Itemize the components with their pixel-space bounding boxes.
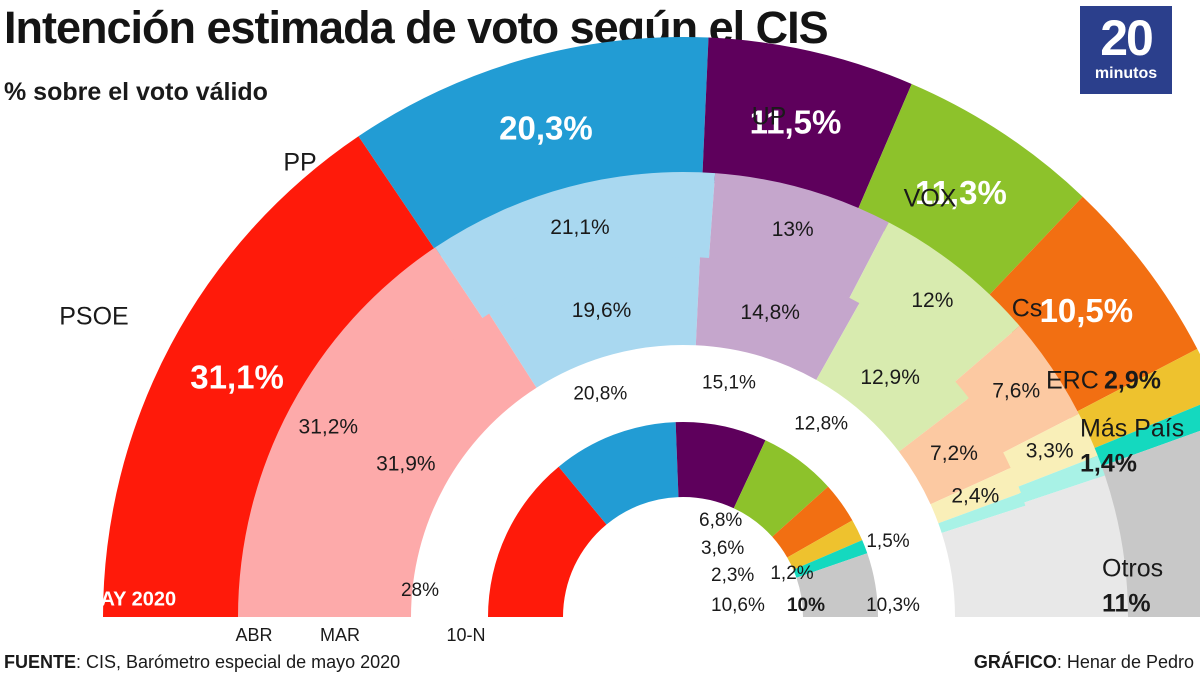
arc-may-2020-pp <box>358 36 709 257</box>
value-label-abr-psoe: 31,2% <box>299 415 359 438</box>
party-label-up: UP <box>752 103 787 131</box>
series-label-may-2020: MAY 2020 <box>84 588 176 610</box>
arc-abr-otros <box>1022 475 1128 617</box>
arc-mar-cs <box>898 398 1011 505</box>
value-label-mar-pp: 19,6% <box>572 299 632 322</box>
arc-abr-vox <box>848 222 1020 383</box>
value-label-10-n-mas-pais: 2,3% <box>711 565 754 586</box>
arc-abr-erc <box>1001 413 1098 488</box>
arc-mar-pp <box>489 257 700 388</box>
arc-10-n-cs <box>772 486 853 558</box>
value-label-may-2020-psoe: 31,1% <box>190 359 284 396</box>
value-label-may-2020-mas-pais: 1,4% <box>1080 450 1137 478</box>
value-label-10-n-up: 15,1% <box>702 373 756 394</box>
arc-10-n-up <box>675 422 766 509</box>
arc-mar-mas-pais <box>938 492 1026 533</box>
arc-10-n-pp <box>558 422 679 525</box>
chart-rings <box>63 36 1200 618</box>
value-label-mar-psoe: 31,9% <box>376 453 436 476</box>
party-label-vox: VOX <box>904 185 957 213</box>
series-label-10-n: 10-N <box>446 625 485 645</box>
arc-mar-up <box>695 257 860 380</box>
arc-abr-pp <box>435 172 716 320</box>
arc-mar-erc <box>930 467 1021 524</box>
value-label-may-2020-vox: 11,3% <box>915 174 1007 211</box>
arc-may-2020-erc <box>1068 348 1200 452</box>
value-label-mar-cs: 7,2% <box>930 442 978 465</box>
arc-10-n-mas-pais <box>793 540 868 578</box>
party-label-cs: Cs <box>1012 295 1043 323</box>
arc-mar-psoe <box>323 313 537 617</box>
party-label-erc: ERC <box>1046 367 1099 395</box>
arc-may-2020-mas-pais <box>1085 404 1200 470</box>
value-label-abr-up: 13% <box>772 218 814 241</box>
value-label-10-n-vox: 12,8% <box>794 414 848 435</box>
credit-note: GRÁFICO: Henar de Pedro <box>974 652 1194 673</box>
value-label-abr-vox: 12% <box>911 289 953 312</box>
arc-10-n-vox <box>733 440 829 537</box>
value-label-abr-pp: 21,1% <box>550 216 610 239</box>
arc-10-n-otros <box>796 553 879 617</box>
value-label-may-2020-up: 11,5% <box>750 103 842 140</box>
value-label-mar-vox: 12,9% <box>860 366 920 389</box>
value-label-10-n-psoe: 28% <box>401 580 439 601</box>
source-label: FUENTE <box>4 652 76 672</box>
arc-may-2020-vox <box>854 83 1083 302</box>
credit-label: GRÁFICO <box>973 652 1057 672</box>
arc-abr-mas-pais <box>1016 455 1105 504</box>
value-label-10-n-otros: 10,6% <box>711 595 765 616</box>
series-label-mar: MAR <box>320 625 360 645</box>
arc-mar-vox <box>816 303 969 452</box>
value-label-may-2020-otros: 11% <box>1102 590 1151 618</box>
series-label-abr: ABR <box>235 625 272 645</box>
party-label-pp: PP <box>283 149 316 177</box>
value-label-10-n-cs: 6,8% <box>699 510 742 531</box>
logo-word: minutos <box>1094 65 1158 82</box>
party-label-otros: Otros <box>1102 555 1163 583</box>
value-label-mar-up: 14,8% <box>740 301 800 324</box>
value-label-may-2020-pp: 20,3% <box>499 110 593 147</box>
chart-labels: 31,1% 20,3% 11,5% 11,3% 10,5% 31,2% 21,1% 13% 12… <box>59 103 1184 645</box>
party-label-mas-pais: Más País <box>1080 415 1184 443</box>
arc-may-2020-up <box>702 37 912 218</box>
value-label-abr-otros: 10,3% <box>866 595 920 616</box>
arc-abr-psoe <box>238 247 484 617</box>
value-label-mar-otros: 10% <box>787 595 825 616</box>
value-label-abr-cs: 7,6% <box>992 380 1040 403</box>
credit-text: : Henar de Pedro <box>1056 652 1194 672</box>
value-label-abr-erc: 3,3% <box>1026 440 1074 463</box>
value-label-mar-mas-pais: 1,2% <box>770 563 813 584</box>
arc-may-2020-psoe <box>103 136 440 617</box>
value-label-may-2020-cs: 10,5% <box>1040 292 1134 329</box>
value-label-may-2020-erc: 2,9% <box>1104 367 1161 395</box>
logo-number: 20 <box>1100 10 1154 66</box>
value-label-10-n-erc: 3,6% <box>701 538 744 559</box>
arc-10-n-erc <box>787 520 863 570</box>
source-text: : CIS, Barómetro especial de mayo 2020 <box>76 652 401 672</box>
arc-mar-otros <box>941 505 1043 617</box>
arc-abr-up <box>708 173 889 300</box>
value-label-abr-mas-pais: 1,5% <box>866 531 909 552</box>
brand-logo: 20 minutos <box>1080 6 1172 94</box>
value-label-10-n-pp: 20,8% <box>573 383 627 404</box>
arc-10-n-psoe <box>488 466 607 617</box>
chart-subtitle: % sobre el voto válido <box>4 78 268 106</box>
source-note: FUENTE: CIS, Barómetro especial de mayo … <box>4 652 400 673</box>
party-label-psoe: PSOE <box>59 303 128 331</box>
value-label-mar-erc: 2,4% <box>951 485 999 508</box>
